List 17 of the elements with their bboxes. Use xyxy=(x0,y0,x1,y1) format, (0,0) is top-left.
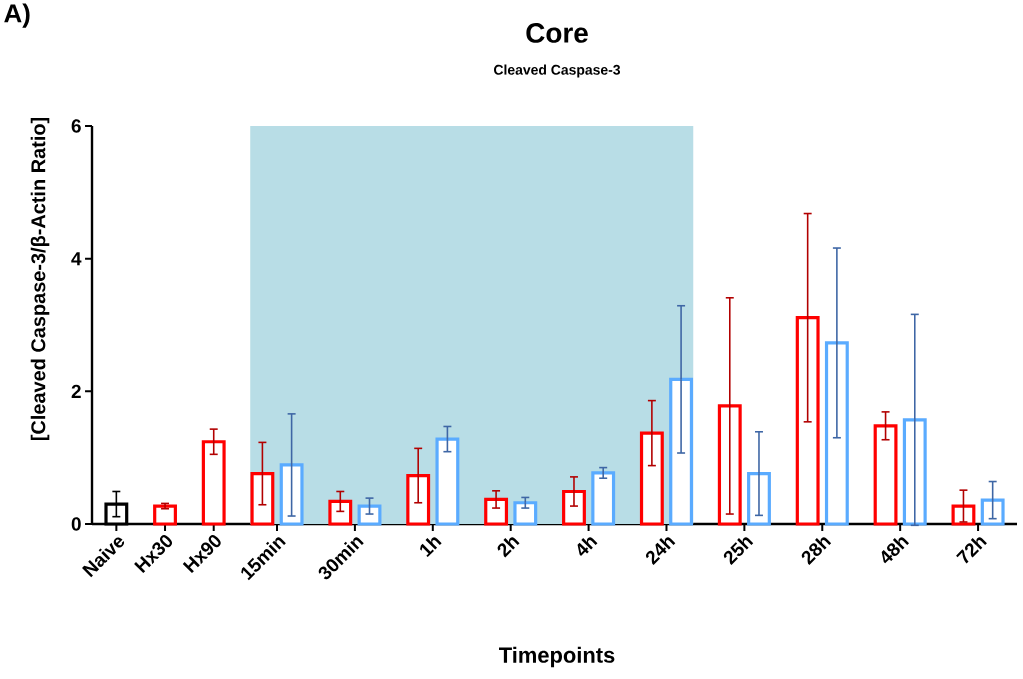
y-tick-label: 4 xyxy=(71,252,82,266)
x-tick-label: 72h xyxy=(956,537,987,564)
chart-subtitle: Cleaved Caspase-3 xyxy=(494,64,621,78)
y-tick-label: 2 xyxy=(71,384,81,398)
y-axis-title: [Cleaved Caspase-3/β-Actin Ratio] xyxy=(30,117,50,441)
x-tick-label: 25h xyxy=(723,537,754,565)
x-tick-label: 24h xyxy=(645,537,676,565)
x-tick-label: 28h xyxy=(801,537,832,565)
x-tick-label: 4h xyxy=(577,537,598,556)
chart-title: Core xyxy=(526,23,588,43)
x-tick-label: 48h xyxy=(881,537,910,564)
x-axis-title: Timepoints xyxy=(499,646,615,668)
y-tick-label: 0 xyxy=(71,517,81,531)
x-tick-label: 1h xyxy=(420,537,442,558)
x-tick-label: 2h xyxy=(497,537,520,558)
y-tick-label: 6 xyxy=(71,119,81,133)
text: A) xyxy=(4,3,30,28)
